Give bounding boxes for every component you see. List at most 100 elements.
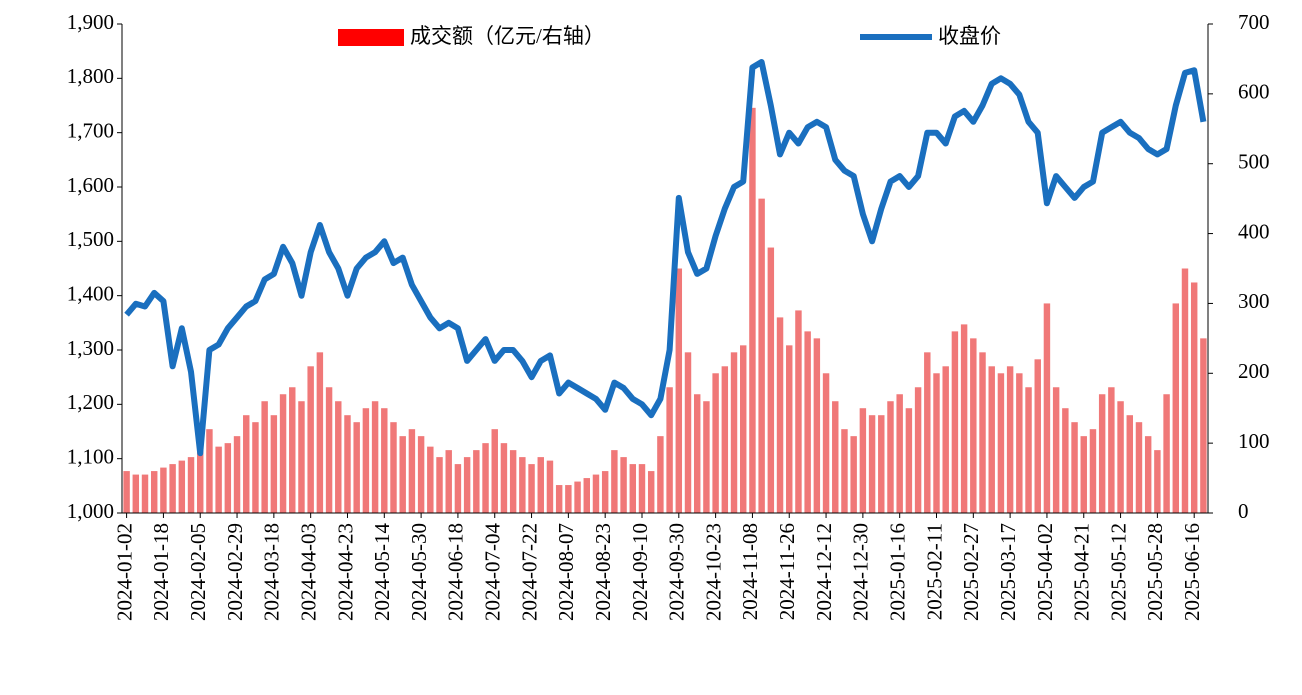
bar bbox=[786, 345, 793, 513]
x-tick-label: 2024-08-07 bbox=[554, 523, 578, 621]
bar bbox=[482, 443, 489, 513]
bar bbox=[878, 415, 885, 513]
bar bbox=[390, 422, 397, 513]
x-tick-label: 2024-02-05 bbox=[186, 523, 210, 621]
bar bbox=[408, 429, 416, 513]
bar bbox=[1172, 303, 1180, 513]
x-tick-label: 2024-01-02 bbox=[112, 523, 136, 621]
bar bbox=[887, 401, 894, 513]
x-tick-label: 2025-05-28 bbox=[1143, 523, 1167, 621]
x-tick-label: 2025-01-16 bbox=[885, 523, 909, 621]
bar bbox=[178, 460, 186, 513]
x-tick-label: 2024-02-29 bbox=[223, 523, 247, 621]
bar bbox=[141, 474, 149, 513]
bar bbox=[601, 471, 609, 513]
bar bbox=[1144, 436, 1152, 513]
bar bbox=[1190, 282, 1198, 513]
bar bbox=[454, 464, 462, 513]
bar bbox=[638, 464, 646, 513]
x-tick-label: 2025-04-02 bbox=[1033, 523, 1057, 621]
bar bbox=[740, 345, 747, 513]
x-tick-label: 2024-05-30 bbox=[407, 523, 431, 621]
y2-tick-label: 500 bbox=[1238, 150, 1270, 174]
bar bbox=[1108, 387, 1115, 513]
bar bbox=[749, 107, 756, 513]
x-tick-label: 2024-04-03 bbox=[296, 523, 320, 621]
bar bbox=[758, 198, 765, 513]
x-tick-label: 2024-09-10 bbox=[628, 523, 652, 621]
bar bbox=[795, 310, 802, 513]
bar bbox=[657, 436, 664, 513]
bar bbox=[565, 485, 572, 513]
bar bbox=[546, 460, 554, 513]
bar bbox=[445, 450, 452, 513]
legend-label: 成交额（亿元/右轴） bbox=[410, 24, 605, 48]
bar bbox=[289, 387, 296, 513]
bar bbox=[197, 436, 204, 513]
bar bbox=[1163, 394, 1170, 513]
bar bbox=[233, 436, 241, 513]
bar bbox=[767, 247, 775, 514]
bar bbox=[1126, 415, 1133, 513]
bar bbox=[924, 352, 931, 513]
bar bbox=[371, 401, 379, 513]
bar bbox=[381, 408, 388, 513]
x-tick-label: 2024-07-04 bbox=[481, 523, 505, 621]
bar bbox=[841, 429, 848, 513]
bar bbox=[942, 366, 949, 513]
bar bbox=[804, 331, 811, 513]
bar bbox=[850, 436, 857, 513]
bar bbox=[353, 422, 360, 513]
bar bbox=[970, 338, 977, 513]
bar bbox=[1154, 450, 1161, 513]
bar bbox=[896, 394, 903, 513]
bar bbox=[261, 401, 268, 513]
bar bbox=[979, 352, 986, 513]
bar bbox=[1098, 394, 1106, 513]
bar bbox=[150, 471, 158, 513]
bar bbox=[611, 450, 618, 513]
bar bbox=[859, 408, 867, 513]
bar bbox=[463, 457, 471, 513]
bar bbox=[169, 464, 176, 513]
bar bbox=[1135, 422, 1143, 513]
bar bbox=[905, 408, 913, 513]
bar bbox=[997, 373, 1005, 513]
x-tick-label: 2024-05-14 bbox=[370, 523, 394, 621]
bar bbox=[647, 471, 655, 513]
bar bbox=[537, 457, 544, 513]
bar bbox=[500, 443, 508, 513]
bar bbox=[1062, 408, 1069, 513]
bar bbox=[509, 450, 517, 513]
bar bbox=[960, 324, 968, 513]
bar bbox=[666, 387, 673, 513]
bar bbox=[592, 474, 600, 513]
bar bbox=[316, 352, 324, 513]
bar bbox=[555, 485, 563, 513]
y-tick-label: 1,700 bbox=[67, 118, 114, 142]
legend-label: 收盘价 bbox=[938, 24, 1001, 48]
y2-tick-label: 600 bbox=[1238, 80, 1270, 104]
bar bbox=[362, 408, 370, 513]
bar bbox=[620, 457, 627, 513]
bar bbox=[721, 366, 729, 513]
bar bbox=[574, 481, 581, 513]
y2-tick-label: 300 bbox=[1238, 289, 1270, 313]
bar bbox=[933, 373, 940, 513]
x-tick-label: 2024-11-26 bbox=[775, 523, 799, 620]
bar bbox=[325, 387, 333, 513]
y-tick-label: 1,500 bbox=[67, 227, 114, 251]
bar bbox=[206, 429, 213, 513]
x-tick-label: 2024-11-08 bbox=[738, 523, 762, 620]
bar bbox=[712, 373, 719, 513]
x-tick-label: 2024-09-30 bbox=[665, 523, 689, 621]
bar bbox=[270, 415, 278, 513]
bar bbox=[868, 415, 876, 513]
y2-tick-label: 200 bbox=[1238, 359, 1270, 383]
bar bbox=[298, 401, 305, 513]
bar bbox=[914, 387, 922, 513]
x-tick-label: 2024-12-12 bbox=[812, 523, 836, 621]
bar bbox=[123, 471, 130, 513]
bar bbox=[132, 474, 140, 513]
